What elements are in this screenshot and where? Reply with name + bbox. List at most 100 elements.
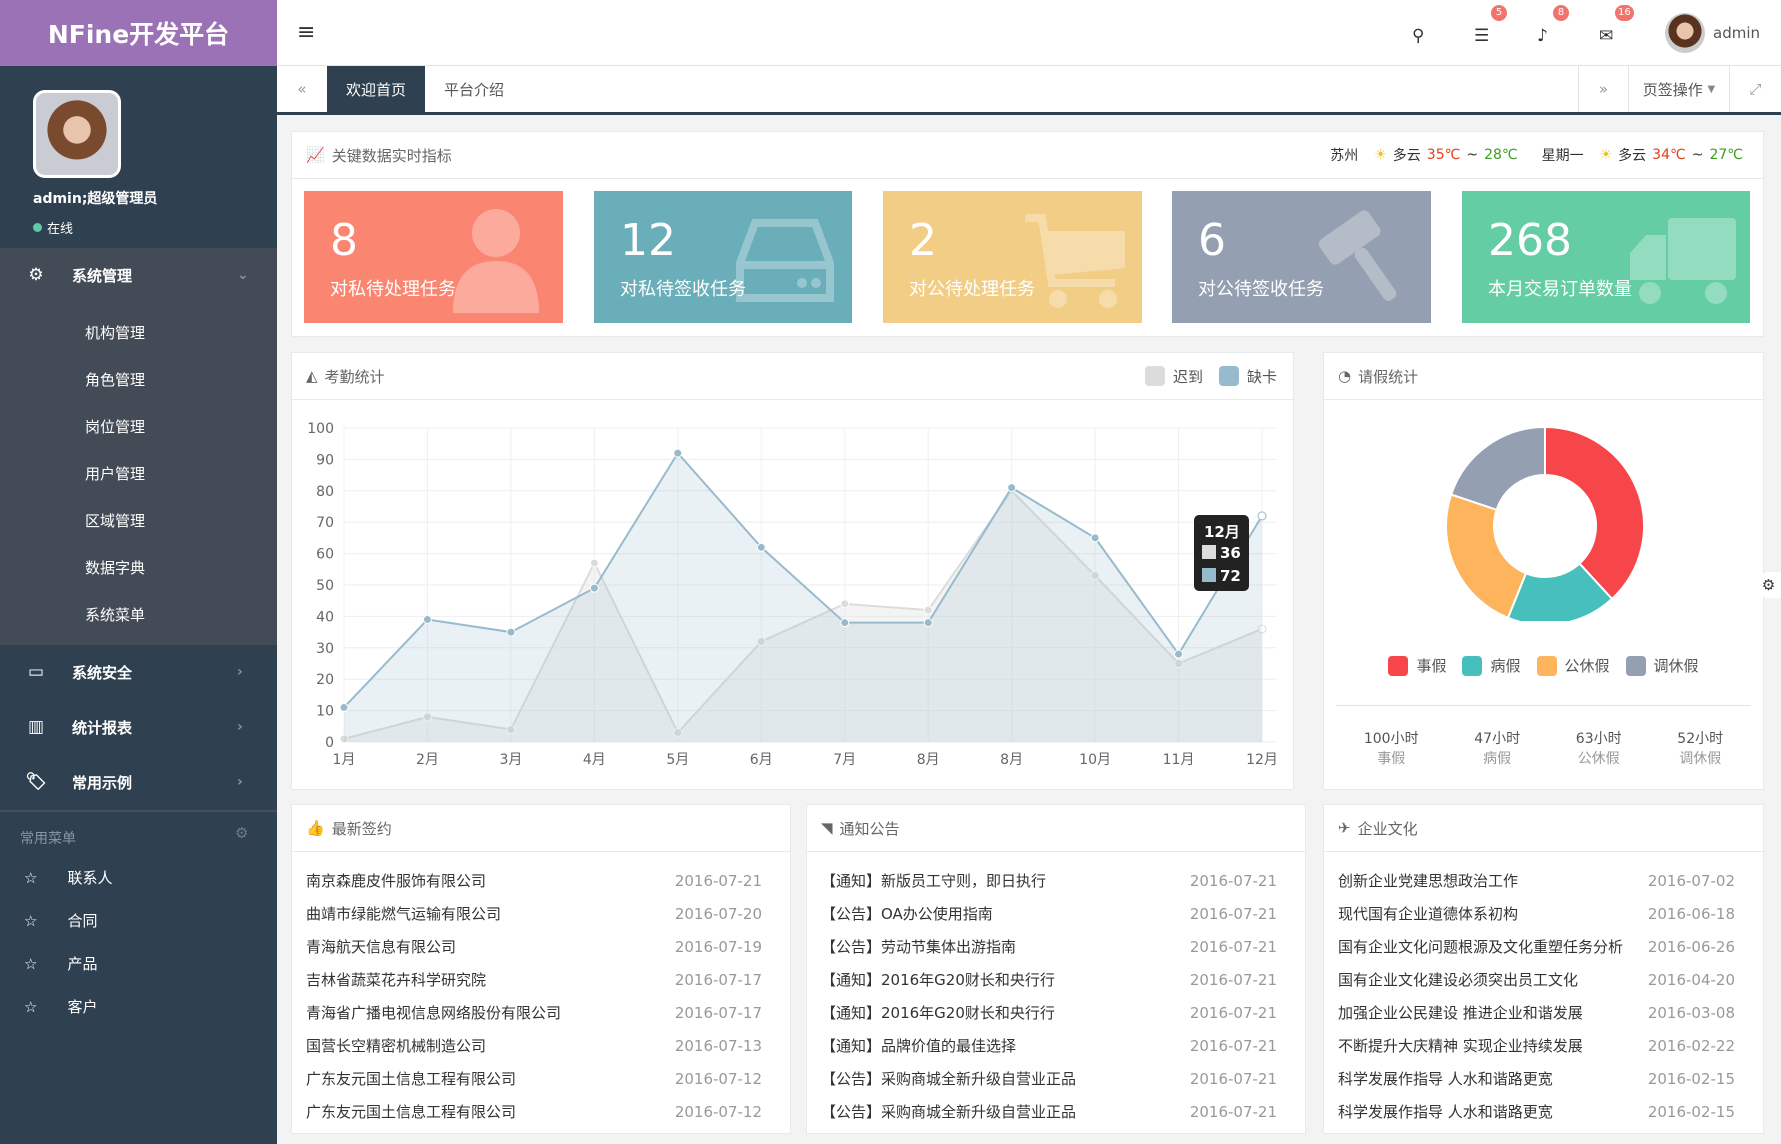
data-point[interactable] (1174, 649, 1184, 659)
tab-scroll-left-icon[interactable]: « (297, 80, 307, 98)
user-avatar[interactable] (1665, 13, 1705, 53)
list-item[interactable]: 南京森鹿皮件服饰有限公司 2016-07-21 (292, 864, 790, 897)
list-item[interactable]: 【通知】新版员工守则，即日执行 2016-07-21 (807, 864, 1305, 897)
item-title[interactable]: 广东友元国土信息工程有限公司 (306, 1070, 517, 1088)
tasks-icon[interactable]: ☰ (1474, 26, 1490, 46)
pie-slice[interactable] (1544, 425, 1645, 601)
tab-home[interactable]: 欢迎首页 (327, 66, 425, 112)
data-point[interactable] (506, 724, 516, 734)
list-item[interactable]: 曲靖市绿能燃气运输有限公司 2016-07-20 (292, 897, 790, 930)
sidebar-item-security[interactable]: ▭ 系统安全 › (0, 647, 277, 697)
submenu-item[interactable]: 岗位管理 (85, 418, 146, 436)
item-title[interactable]: 【通知】新版员工守则，即日执行 (821, 872, 1047, 890)
item-title[interactable]: 【通知】2016年G20财长和央行行 (821, 1004, 1055, 1022)
item-title[interactable]: 现代国有企业道德体系初构 (1338, 905, 1519, 923)
list-item[interactable]: 创新企业党建思想政治工作 2016-07-02 (1324, 864, 1763, 897)
list-item[interactable]: 【通知】2016年G20财长和央行行 2016-07-21 (807, 996, 1305, 1029)
item-title[interactable]: 不断提升大庆精神 实现企业持续发展 (1338, 1037, 1583, 1055)
item-title[interactable]: 科学发展作指导 人水和谐路更宽 (1338, 1070, 1553, 1088)
list-item[interactable]: 广东友元国土信息工程有限公司 2016-07-12 (292, 1095, 790, 1128)
item-title[interactable]: 【公告】劳动节集体出游指南 (821, 938, 1017, 956)
item-title[interactable]: 青海航天信息有限公司 (306, 938, 457, 956)
data-point[interactable] (589, 558, 599, 568)
indicator-card[interactable]: 2 对公待处理任务 (883, 191, 1142, 323)
settings-gear-icon[interactable]: ⚙ (1756, 572, 1781, 598)
list-item[interactable]: 国有企业文化建设必须突出员工文化 2016-04-20 (1324, 963, 1763, 996)
submenu-item[interactable]: 系统菜单 (85, 606, 146, 624)
data-point[interactable] (673, 448, 683, 458)
list-item[interactable]: 【公告】劳动节集体出游指南 2016-07-21 (807, 930, 1305, 963)
list-item[interactable]: 【通知】2016年G20财长和央行行 2016-07-21 (807, 963, 1305, 996)
list-item[interactable]: 现代国有企业道德体系初构 2016-06-18 (1324, 897, 1763, 930)
indicator-card[interactable]: 6 对公待签收任务 (1172, 191, 1431, 323)
list-item[interactable]: 青海省广播电视信息网络股份有限公司 2016-07-17 (292, 996, 790, 1029)
list-item[interactable]: 【公告】采购商城全新升级自营业正品 2016-07-21 (807, 1095, 1305, 1128)
data-point[interactable] (923, 618, 933, 628)
sidebar-item-reports[interactable]: ▥ 统计报表 › (0, 702, 277, 752)
data-point[interactable] (422, 615, 432, 625)
list-item[interactable]: 【公告】采购商城全新升级自营业正品 2016-07-21 (807, 1062, 1305, 1095)
sidebar-item-system[interactable]: ⚙ 系统管理 ⌄ (0, 250, 277, 300)
fullscreen-icon[interactable]: ⤢ (1729, 66, 1781, 112)
list-item[interactable]: 国有企业文化问题根源及文化重塑任务分析 2016-06-26 (1324, 930, 1763, 963)
tab-intro[interactable]: 平台介绍 (443, 80, 504, 99)
envelope-icon[interactable]: ✉ (1599, 26, 1614, 46)
indicator-card[interactable]: 12 对私待签收任务 (594, 191, 852, 323)
favorite-item[interactable]: ☆ 客户 (24, 996, 97, 1017)
item-title[interactable]: 【公告】采购商城全新升级自营业正品 (821, 1103, 1077, 1121)
item-title[interactable]: 【通知】2016年G20财长和央行行 (821, 971, 1055, 989)
data-point[interactable] (1090, 571, 1100, 581)
data-point[interactable] (1174, 659, 1184, 668)
item-title[interactable]: 吉林省蔬菜花卉科学研究院 (306, 971, 487, 989)
item-title[interactable]: 国有企业文化问题根源及文化重塑任务分析 (1338, 938, 1624, 956)
data-point[interactable] (1090, 533, 1100, 543)
data-point[interactable] (1257, 511, 1267, 521)
data-point[interactable] (1257, 624, 1267, 634)
list-item[interactable]: 国营长空精密机械制造公司 2016-07-13 (292, 1029, 790, 1062)
list-item[interactable]: 【通知】品牌价值的最佳选择 2016-07-21 (807, 1029, 1305, 1062)
indicator-card[interactable]: 268 本月交易订单数量 (1462, 191, 1750, 323)
data-point[interactable] (506, 627, 516, 637)
submenu-item[interactable]: 用户管理 (85, 465, 146, 483)
tab-scroll-right-icon[interactable]: » (1578, 66, 1628, 112)
item-title[interactable]: 【公告】OA办公使用指南 (821, 905, 993, 923)
item-title[interactable]: 科学发展作指导 人水和谐路更宽 (1338, 1103, 1553, 1121)
data-point[interactable] (923, 605, 933, 615)
list-item[interactable]: 不断提升大庆精神 实现企业持续发展 2016-02-22 (1324, 1029, 1763, 1062)
favorite-item[interactable]: ☆ 产品 (24, 953, 97, 974)
item-title[interactable]: 南京森鹿皮件服饰有限公司 (306, 872, 487, 890)
data-point[interactable] (589, 583, 599, 593)
menu-toggle-icon[interactable]: ≡ (297, 20, 316, 45)
list-item[interactable]: 科学发展作指导 人水和谐路更宽 2016-02-15 (1324, 1062, 1763, 1095)
item-title[interactable]: 【公告】采购商城全新升级自营业正品 (821, 1070, 1077, 1088)
item-title[interactable]: 创新企业党建思想政治工作 (1338, 872, 1519, 890)
pie-slice[interactable] (1445, 493, 1528, 620)
data-point[interactable] (339, 702, 349, 712)
data-point[interactable] (673, 728, 683, 738)
bell-icon[interactable]: ♪ (1537, 26, 1548, 46)
pie-slice[interactable] (1449, 425, 1546, 512)
submenu-item[interactable]: 角色管理 (85, 371, 146, 389)
list-item[interactable]: 广东友元国土信息工程有限公司 2016-07-12 (292, 1062, 790, 1095)
list-item[interactable]: 科学发展作指导 人水和谐路更宽 2016-02-15 (1324, 1095, 1763, 1128)
item-title[interactable]: 广东友元国土信息工程有限公司 (306, 1103, 517, 1121)
data-point[interactable] (1007, 483, 1017, 493)
data-point[interactable] (339, 734, 349, 744)
data-point[interactable] (422, 712, 432, 722)
list-item[interactable]: 吉林省蔬菜花卉科学研究院 2016-07-17 (292, 963, 790, 996)
avatar[interactable] (33, 90, 121, 178)
data-point[interactable] (840, 599, 850, 609)
indicator-card[interactable]: 8 对私待处理任务 (304, 191, 563, 323)
data-point[interactable] (756, 637, 766, 647)
list-item[interactable]: 青海航天信息有限公司 2016-07-19 (292, 930, 790, 963)
item-title[interactable]: 青海省广播电视信息网络股份有限公司 (306, 1004, 562, 1022)
list-item[interactable]: 【公告】OA办公使用指南 2016-07-21 (807, 897, 1305, 930)
gear-icon[interactable]: ⚙ (235, 824, 249, 842)
submenu-item[interactable]: 机构管理 (85, 324, 146, 342)
sidebar-item-examples[interactable]: 🏷 常用示例 › (0, 757, 277, 807)
item-title[interactable]: 国有企业文化建设必须突出员工文化 (1338, 971, 1579, 989)
item-title[interactable]: 加强企业公民建设 推进企业和谐发展 (1338, 1004, 1583, 1022)
item-title[interactable]: 【通知】品牌价值的最佳选择 (821, 1037, 1017, 1055)
item-title[interactable]: 曲靖市绿能燃气运输有限公司 (306, 905, 502, 923)
favorite-item[interactable]: ☆ 联系人 (24, 867, 112, 888)
